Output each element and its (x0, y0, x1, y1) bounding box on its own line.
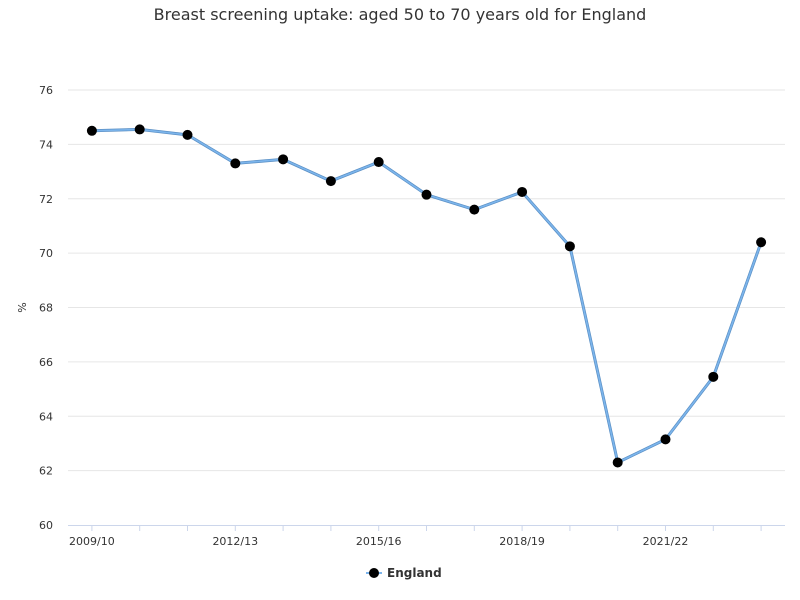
series-line-shadow (91, 127, 763, 464)
y-axis-ticks: 60 62 64 66 68 70 72 74 76 (39, 84, 53, 532)
x-tick-label: 2018/19 (499, 535, 545, 548)
x-axis-ticks: 2009/10 2012/13 2015/16 2018/19 2021/22 (69, 525, 762, 548)
y-tick-label: 64 (39, 410, 53, 423)
y-tick-label: 76 (39, 84, 53, 97)
data-point[interactable] (660, 434, 671, 445)
x-tick-label: 2009/10 (69, 535, 115, 548)
data-point[interactable] (517, 186, 528, 197)
y-axis-label: % (16, 302, 29, 312)
grid-lines (68, 89, 785, 472)
y-tick-label: 70 (39, 247, 53, 260)
data-point[interactable] (182, 129, 193, 140)
data-point[interactable] (325, 176, 336, 187)
legend[interactable]: England (366, 566, 442, 580)
y-tick-label: 60 (39, 519, 53, 532)
data-point[interactable] (756, 237, 767, 248)
x-tick-label: 2021/22 (643, 535, 689, 548)
chart-title: Breast screening uptake: aged 50 to 70 y… (154, 5, 647, 24)
data-point[interactable] (708, 371, 719, 382)
y-tick-label: 62 (39, 465, 53, 478)
y-tick-label: 74 (39, 138, 53, 151)
data-point[interactable] (469, 204, 480, 215)
series-line (91, 128, 762, 464)
y-tick-label: 72 (39, 193, 53, 206)
data-point[interactable] (230, 158, 241, 169)
x-tick-label: 2012/13 (212, 535, 258, 548)
legend-marker-england (369, 568, 379, 578)
y-tick-label: 66 (39, 356, 53, 369)
data-point[interactable] (373, 157, 384, 168)
y-tick-label: 68 (39, 302, 53, 315)
data-point[interactable] (134, 124, 145, 135)
data-point[interactable] (564, 241, 575, 252)
x-tick-label: 2015/16 (356, 535, 402, 548)
data-point[interactable] (421, 189, 432, 200)
data-point[interactable] (86, 125, 97, 136)
data-point[interactable] (612, 457, 623, 468)
legend-item-england[interactable]: England (387, 566, 442, 580)
data-point[interactable] (278, 154, 289, 165)
series-england[interactable] (86, 124, 767, 468)
